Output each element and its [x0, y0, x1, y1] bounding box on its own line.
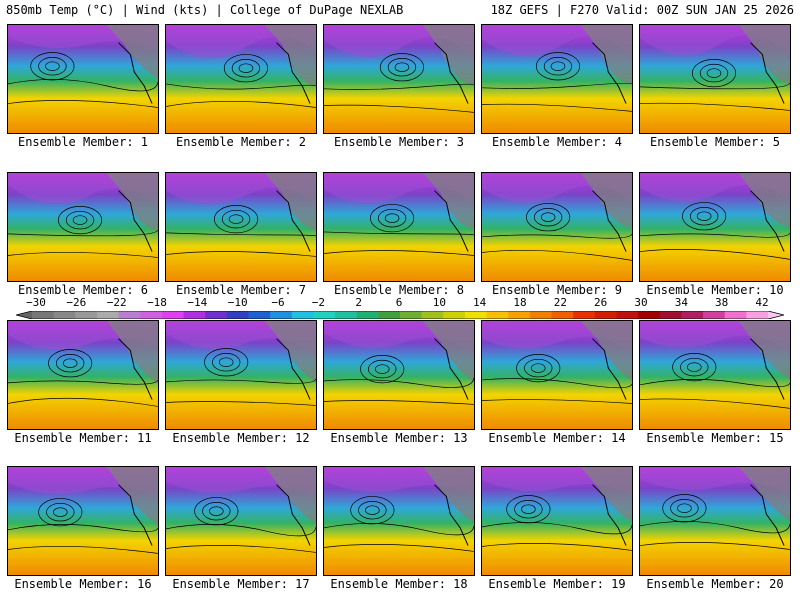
colorbar-swatch — [443, 311, 466, 319]
colorbar-tick-label: 38 — [715, 296, 729, 309]
ensemble-member-label: Ensemble Member: 2 — [175, 135, 307, 149]
ensemble-member-label: Ensemble Member: 8 — [333, 283, 465, 297]
colorbar-tick-label: 34 — [674, 296, 688, 309]
colorbar-swatch — [573, 311, 596, 319]
colorbar-tick-label: 42 — [755, 296, 769, 309]
colorbar-swatch — [248, 311, 271, 319]
colorbar-swatch — [486, 311, 509, 319]
ensemble-map-panel — [7, 466, 159, 576]
ensemble-map-panel — [7, 172, 159, 282]
ensemble-member-label: Ensemble Member: 4 — [491, 135, 623, 149]
colorbar-swatch — [356, 311, 379, 319]
colorbar-tick-label: 30 — [634, 296, 648, 309]
colorbar-swatch — [594, 311, 617, 319]
colorbar-swatch — [118, 311, 141, 319]
colorbar-swatch — [53, 311, 76, 319]
ensemble-map-panel — [639, 24, 791, 134]
ensemble-map-panel — [323, 320, 475, 430]
colorbar-swatch — [378, 311, 401, 319]
ensemble-map-panel — [639, 172, 791, 282]
colorbar-swatch — [75, 311, 98, 319]
colorbar-swatch — [313, 311, 336, 319]
ensemble-map-panel — [481, 172, 633, 282]
colorbar-swatch — [421, 311, 444, 319]
colorbar-tick-label: −30 — [26, 296, 46, 309]
ensemble-member-label: Ensemble Member: 20 — [646, 577, 784, 591]
ensemble-map-panel — [323, 172, 475, 282]
ensemble-member-label: Ensemble Member: 18 — [330, 577, 468, 591]
ensemble-member-label: Ensemble Member: 17 — [172, 577, 310, 591]
colorbar-swatch — [703, 311, 726, 319]
ensemble-member-label: Ensemble Member: 15 — [646, 431, 784, 445]
ensemble-map-panel — [7, 24, 159, 134]
colorbar-tick-label: 22 — [553, 296, 567, 309]
ensemble-member-label: Ensemble Member: 13 — [330, 431, 468, 445]
ensemble-map-panel — [639, 466, 791, 576]
ensemble-member-label: Ensemble Member: 12 — [172, 431, 310, 445]
colorbar-tick-label: 18 — [513, 296, 527, 309]
ensemble-member-label: Ensemble Member: 10 — [646, 283, 784, 297]
colorbar-swatch — [551, 311, 574, 319]
colorbar-swatch — [32, 311, 55, 319]
ensemble-map-panel — [165, 320, 317, 430]
map-title: 850mb Temp (°C) | Wind (kts) | College o… — [6, 3, 404, 17]
ensemble-member-label: Ensemble Member: 1 — [17, 135, 149, 149]
colorbar-swatch — [464, 311, 488, 319]
ensemble-member-label: Ensemble Member: 11 — [14, 431, 152, 445]
colorbar-swatch — [96, 311, 120, 319]
colorbar-tick-label: 14 — [473, 296, 487, 309]
ensemble-map-panel — [7, 320, 159, 430]
colorbar-swatch — [724, 311, 747, 319]
colorbar-tick-label: −14 — [187, 296, 208, 309]
colorbar-swatch — [508, 311, 531, 319]
ensemble-map-panel — [165, 24, 317, 134]
colorbar-tick-label: 26 — [594, 296, 608, 309]
colorbar-tick-label: 2 — [355, 296, 362, 309]
ensemble-member-label: Ensemble Member: 9 — [491, 283, 623, 297]
colorbar-tick-label: 6 — [395, 296, 403, 309]
ensemble-map-panel — [481, 466, 633, 576]
colorbar-swatch — [226, 311, 249, 319]
ensemble-map-panel — [323, 466, 475, 576]
colorbar-swatch — [638, 311, 661, 319]
colorbar-swatch — [161, 311, 185, 319]
colorbar-swatch — [205, 311, 228, 319]
ensemble-map-panel — [323, 24, 475, 134]
temperature-colorbar — [16, 311, 784, 319]
ensemble-member-label: Ensemble Member: 16 — [14, 577, 152, 591]
colorbar-swatch — [746, 311, 769, 319]
ensemble-map-panel — [481, 24, 633, 134]
colorbar-swatch — [335, 311, 358, 319]
colorbar-tick-label: −22 — [106, 296, 127, 309]
colorbar-tick-label: −6 — [271, 296, 285, 309]
ensemble-member-label: Ensemble Member: 5 — [649, 135, 781, 149]
colorbar-swatch — [291, 311, 314, 319]
ensemble-map-panel — [165, 172, 317, 282]
colorbar-swatch — [16, 311, 32, 319]
colorbar-swatch — [681, 311, 704, 319]
ensemble-member-label: Ensemble Member: 7 — [175, 283, 307, 297]
colorbar-swatch — [659, 311, 682, 319]
colorbar-swatch — [616, 311, 639, 319]
ensemble-map-panel — [481, 320, 633, 430]
ensemble-member-label: Ensemble Member: 6 — [17, 283, 149, 297]
colorbar-swatch — [270, 311, 293, 319]
colorbar-swatch — [768, 311, 784, 319]
colorbar-swatch — [400, 311, 423, 319]
colorbar-swatch — [140, 311, 163, 319]
colorbar-tick-label: −10 — [227, 296, 248, 309]
colorbar-tick-label: −18 — [147, 296, 167, 309]
colorbar-tick-label: −26 — [66, 296, 87, 309]
colorbar-tick-label: −2 — [311, 296, 325, 309]
ensemble-member-label: Ensemble Member: 14 — [488, 431, 626, 445]
colorbar-swatch — [183, 311, 206, 319]
ensemble-member-label: Ensemble Member: 19 — [488, 577, 626, 591]
ensemble-member-label: Ensemble Member: 3 — [333, 135, 465, 149]
ensemble-map-panel — [165, 466, 317, 576]
colorbar-swatch — [529, 311, 553, 319]
model-run-info: 18Z GEFS | F270 Valid: 00Z SUN JAN 25 20… — [490, 3, 794, 17]
colorbar-tick-label: 10 — [432, 296, 446, 309]
ensemble-map-panel — [639, 320, 791, 430]
